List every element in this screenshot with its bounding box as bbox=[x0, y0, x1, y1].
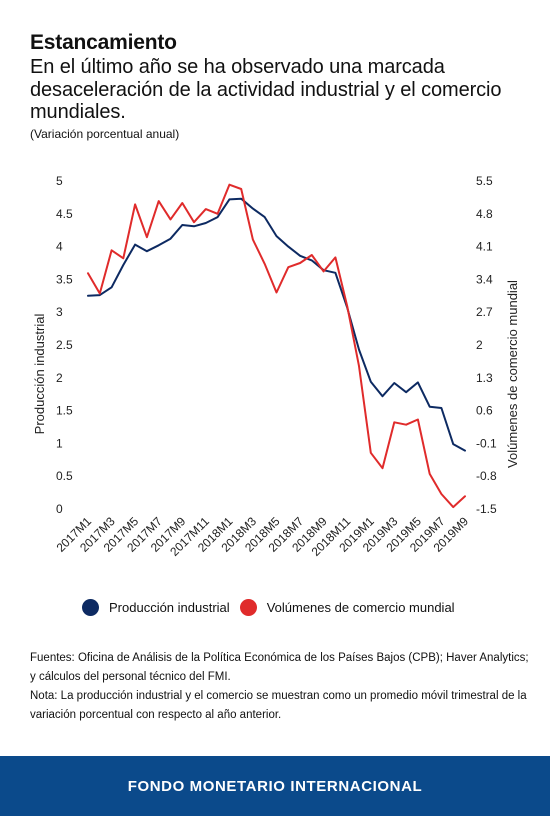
legend-item-industrial: Producción industrial bbox=[82, 598, 230, 616]
note-text: Nota: La producción industrial y el come… bbox=[30, 690, 527, 721]
legend-label-industrial: Producción industrial bbox=[109, 599, 230, 615]
right-tick-label: 4.8 bbox=[476, 207, 493, 221]
chart-title: Estancamiento bbox=[30, 31, 177, 54]
legend-swatch-industrial bbox=[82, 598, 99, 616]
footer-banner: FONDO MONETARIO INTERNACIONAL bbox=[0, 756, 550, 816]
series-layer bbox=[87, 183, 466, 509]
legend-item-trade: Volúmenes de comercio mundial bbox=[239, 598, 455, 616]
legend: Producción industrial Volúmenes de comer… bbox=[82, 597, 465, 617]
line-chart: 0 0.5 1 1.5 2 2.5 3 3.5 4 4.5 5 -1.5 -0.8 -0.1 0.6 1.3… bbox=[32, 174, 520, 559]
left-tick-label: 3.5 bbox=[56, 272, 73, 286]
right-axis-label: Volúmenes de comercio mundial bbox=[505, 280, 520, 468]
footer-label: FONDO MONETARIO INTERNACIONAL bbox=[127, 777, 423, 795]
right-tick-label: 2 bbox=[476, 338, 483, 352]
right-tick-label: -0.8 bbox=[476, 469, 497, 483]
left-tick-label: 4 bbox=[56, 240, 63, 254]
left-tick-label: 2 bbox=[56, 371, 63, 385]
right-tick-label: 1.3 bbox=[476, 371, 493, 385]
left-tick-label: 0.5 bbox=[56, 469, 73, 483]
right-tick-label: 2.7 bbox=[476, 305, 493, 319]
right-tick-label: 3.4 bbox=[476, 272, 493, 286]
right-tick-label: 5.5 bbox=[476, 174, 493, 188]
right-axis-ticks: -1.5 -0.8 -0.1 0.6 1.3 2 2.7 3.4 4.1 4.8 5.5 bbox=[476, 174, 497, 516]
x-axis-ticks: 2017M12017M32017M52017M72017M92017M11201… bbox=[54, 514, 472, 559]
right-tick-label: -1.5 bbox=[476, 502, 497, 516]
left-tick-label: 2.5 bbox=[56, 338, 73, 352]
left-tick-label: 1.5 bbox=[56, 404, 73, 418]
left-axis-label: Producción industrial bbox=[32, 314, 47, 435]
legend-swatch-trade bbox=[239, 598, 257, 616]
chart-subtitle: En el último año se ha observado una mar… bbox=[30, 56, 502, 123]
left-tick-label: 4.5 bbox=[56, 207, 73, 221]
right-tick-label: -0.1 bbox=[476, 436, 497, 450]
series-line-industrial-production bbox=[87, 197, 466, 452]
legend-label-trade: Volúmenes de comercio mundial bbox=[266, 599, 455, 615]
left-axis-ticks: 0 0.5 1 1.5 2 2.5 3 3.5 4 4.5 5 bbox=[56, 174, 73, 516]
notes: Fuentes: Oficina de Análisis de la Polít… bbox=[30, 649, 530, 725]
left-tick-label: 0 bbox=[56, 502, 63, 516]
right-tick-label: 4.1 bbox=[476, 240, 493, 254]
sources-text: Fuentes: Oficina de Análisis de la Polít… bbox=[30, 652, 529, 683]
left-tick-label: 3 bbox=[56, 305, 63, 319]
left-tick-label: 1 bbox=[56, 436, 63, 450]
units-label: (Variación porcentual anual) bbox=[30, 127, 180, 141]
right-tick-label: 0.6 bbox=[476, 404, 493, 418]
series-line-trade-volume bbox=[87, 183, 466, 509]
left-tick-label: 5 bbox=[56, 174, 63, 188]
